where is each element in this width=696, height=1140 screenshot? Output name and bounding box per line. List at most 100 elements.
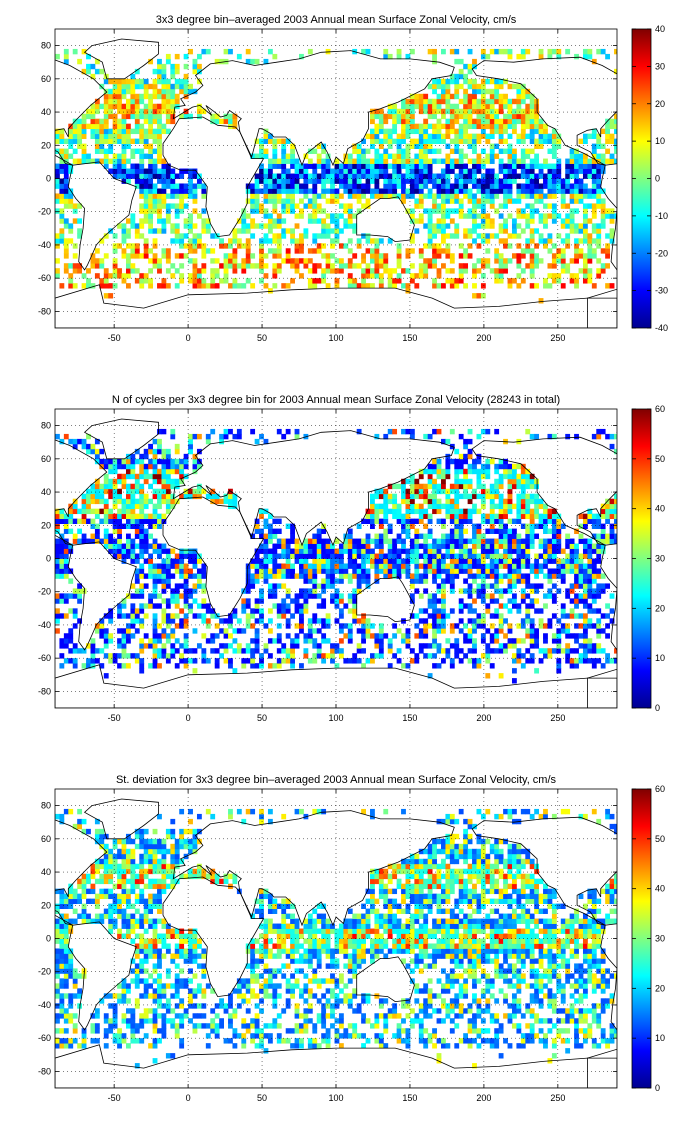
heatmap-cell	[125, 233, 131, 239]
heatmap-cell	[183, 233, 189, 239]
heatmap-cell	[303, 228, 309, 234]
heatmap-cell	[534, 583, 540, 589]
heatmap-cell	[165, 493, 171, 500]
heatmap-cell	[99, 158, 105, 164]
heatmap-cell	[370, 133, 375, 140]
coastline	[616, 51, 617, 53]
heatmap-cell	[463, 188, 469, 194]
heatmap-cell	[130, 548, 136, 554]
heatmap-cell	[312, 238, 318, 244]
heatmap-cell	[143, 633, 149, 639]
heatmap-cell	[259, 223, 264, 229]
heatmap-cell	[472, 183, 477, 189]
heatmap-cell	[511, 108, 517, 115]
heatmap-cell	[90, 253, 96, 259]
heatmap-cell	[596, 273, 602, 279]
heatmap-cell	[556, 538, 562, 544]
heatmap-cell	[467, 658, 473, 664]
heatmap-cell	[378, 538, 384, 544]
heatmap-cell	[272, 273, 278, 279]
heatmap-cell	[547, 148, 553, 154]
heatmap-cell	[516, 108, 522, 115]
heatmap-cell	[361, 193, 366, 199]
heatmap-cell	[569, 158, 575, 164]
heatmap-cell	[449, 183, 455, 189]
heatmap-cell	[409, 158, 415, 164]
heatmap-cell	[161, 618, 167, 624]
heatmap-cell	[396, 143, 402, 149]
heatmap-cell	[148, 283, 154, 289]
heatmap-cell	[538, 168, 544, 174]
heatmap-cell	[529, 628, 535, 634]
x-tick-label: 250	[550, 333, 565, 343]
heatmap-cell	[72, 593, 78, 599]
heatmap-cell	[494, 258, 500, 264]
heatmap-cell	[259, 528, 264, 534]
heatmap-cell	[511, 173, 517, 179]
heatmap-cell	[458, 523, 464, 529]
heatmap-cell	[520, 623, 526, 629]
heatmap-cell	[285, 173, 291, 179]
heatmap-cell	[507, 583, 513, 589]
heatmap-cell	[427, 528, 433, 534]
heatmap-cell	[179, 548, 185, 554]
heatmap-cell	[414, 283, 420, 289]
heatmap-cell	[338, 613, 344, 619]
heatmap-cell	[250, 58, 256, 65]
heatmap-cell	[516, 53, 522, 60]
heatmap-cell	[94, 98, 100, 105]
heatmap-cell	[281, 158, 287, 164]
heatmap-cell	[134, 628, 140, 634]
heatmap-cell	[374, 503, 380, 510]
heatmap-cell	[157, 523, 162, 529]
heatmap-cell	[547, 548, 553, 554]
heatmap-cell	[609, 228, 615, 234]
heatmap-cell	[276, 243, 282, 249]
heatmap-cell	[454, 103, 460, 110]
heatmap-cell	[245, 263, 251, 269]
heatmap-cell	[86, 283, 91, 289]
heatmap-cell	[511, 573, 517, 579]
heatmap-cell	[609, 133, 615, 140]
heatmap-cell	[596, 523, 602, 529]
heatmap-cell	[441, 113, 446, 120]
heatmap-cell	[480, 53, 486, 60]
heatmap-cell	[250, 283, 256, 289]
heatmap-cell	[596, 198, 602, 204]
heatmap-cell	[591, 173, 597, 179]
heatmap-cell	[551, 48, 557, 55]
heatmap-cell	[463, 568, 469, 574]
heatmap-cell	[183, 623, 189, 629]
heatmap-cell	[374, 163, 380, 169]
heatmap-cell	[161, 568, 167, 574]
heatmap-cell	[565, 593, 571, 599]
heatmap-cell	[525, 238, 531, 244]
heatmap-cell	[516, 188, 522, 194]
heatmap-cell	[467, 253, 473, 259]
heatmap-cell	[361, 568, 366, 574]
heatmap-cell	[330, 183, 335, 189]
heatmap-cell	[525, 603, 531, 609]
heatmap-cell	[480, 263, 486, 269]
heatmap-cell	[161, 128, 167, 135]
heatmap-cell	[316, 553, 322, 559]
heatmap-cell	[494, 513, 500, 520]
heatmap-cell	[494, 518, 500, 525]
heatmap-cell	[525, 543, 531, 549]
heatmap-cell	[125, 548, 131, 554]
heatmap-cell	[165, 548, 171, 554]
heatmap-cell	[476, 623, 482, 629]
heatmap-cell	[228, 283, 233, 289]
heatmap-cell	[352, 553, 358, 559]
heatmap-cell	[520, 208, 526, 214]
heatmap-cell	[423, 118, 429, 125]
heatmap-cell	[409, 583, 415, 589]
heatmap-cell	[511, 643, 517, 649]
heatmap-cell	[596, 183, 602, 189]
heatmap-cell	[472, 228, 477, 234]
heatmap-cell	[281, 613, 287, 619]
heatmap-cell	[125, 628, 131, 634]
heatmap-cell	[254, 223, 260, 229]
heatmap-cell	[503, 558, 508, 564]
heatmap-cell	[467, 603, 473, 609]
